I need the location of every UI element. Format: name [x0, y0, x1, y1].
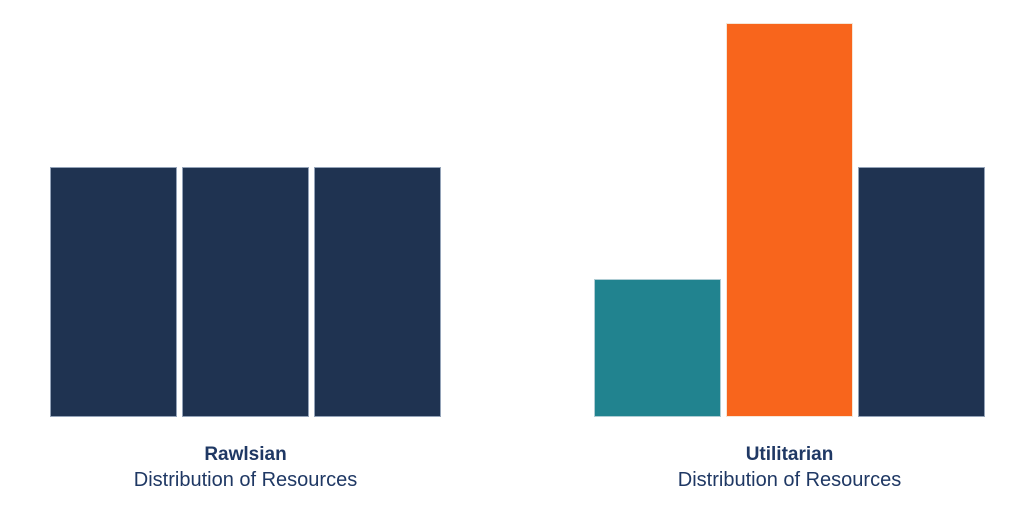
bar	[182, 166, 309, 417]
utilitarian-caption: Utilitarian Distribution of Resources	[594, 443, 985, 493]
bar	[594, 279, 721, 417]
utilitarian-plot-area	[594, 23, 985, 417]
utilitarian-bar-chart: Utilitarian Distribution of Resources	[594, 23, 985, 493]
bar	[858, 166, 985, 417]
utilitarian-chart-subtitle: Distribution of Resources	[677, 468, 902, 491]
rawlsian-bar-chart: Rawlsian Distribution of Resources	[50, 23, 441, 493]
rawlsian-chart-subtitle: Distribution of Resources	[133, 468, 358, 491]
rawlsian-chart-title: Rawlsian	[204, 444, 287, 465]
utilitarian-chart-title: Utilitarian	[745, 444, 834, 465]
bar	[314, 166, 441, 417]
rawlsian-plot-area	[50, 23, 441, 417]
bar	[726, 23, 853, 417]
bar	[50, 166, 177, 417]
rawlsian-caption: Rawlsian Distribution of Resources	[50, 443, 441, 493]
